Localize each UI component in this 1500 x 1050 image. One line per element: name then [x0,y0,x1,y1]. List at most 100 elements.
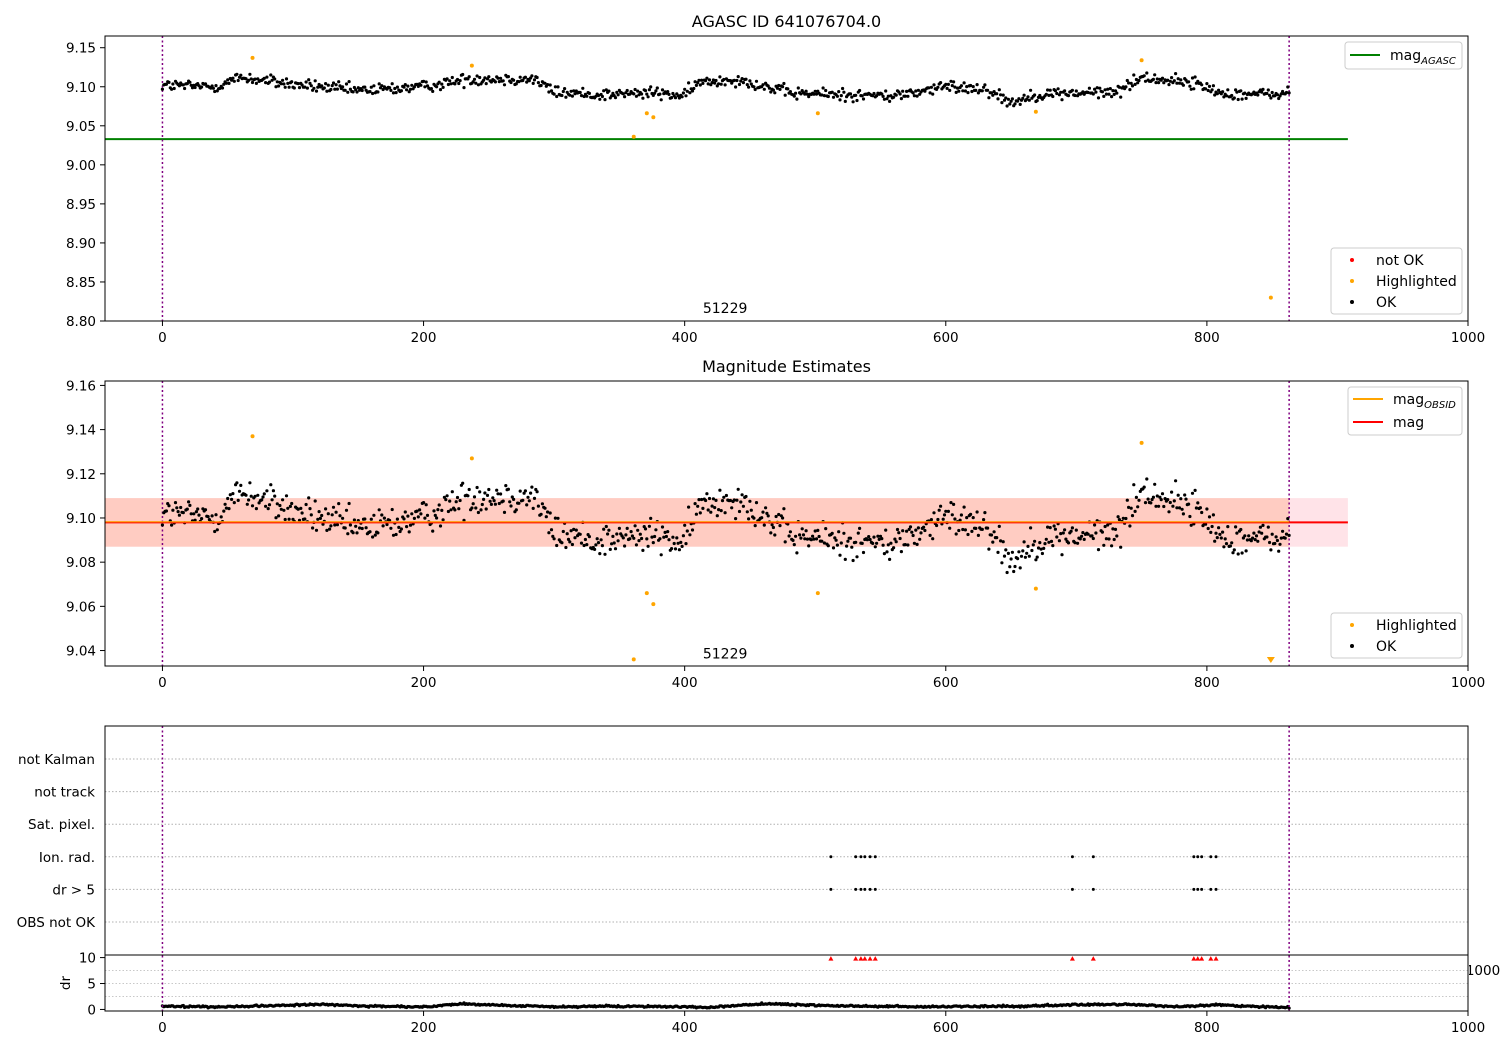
ok-point [603,552,607,556]
ok-point [886,94,890,98]
ok-point [679,540,683,545]
ok-point [540,502,545,506]
ok-point [894,93,898,97]
ok-point [1018,566,1022,570]
ok-point [253,494,257,498]
ok-point [1209,530,1213,535]
ok-point [341,85,345,89]
ok-point [1102,543,1106,547]
ok-point [223,502,227,506]
ok-point [518,489,522,493]
ok-point [640,536,644,541]
ok-point [1235,531,1239,535]
ok-point [606,532,610,536]
ok-point [1033,539,1037,543]
legend-point-label: not OK [1376,253,1424,269]
ok-point [1010,97,1015,101]
ok-point [737,82,742,87]
ok-point [982,518,986,522]
ok-point [403,510,407,514]
ok-point [1021,549,1025,553]
ok-point [893,537,897,541]
ok-point [775,86,780,90]
ok-point [747,517,751,521]
ok-point [1213,539,1217,543]
ok-point [636,89,640,93]
ok-point [811,534,815,538]
ok-point [1244,549,1248,553]
ok-points [160,477,1291,575]
ok-point [634,94,639,98]
ok-point [360,526,364,531]
ok-point [872,535,876,539]
ok-point [160,523,164,527]
ok-point [316,85,320,89]
ok-point [851,100,855,104]
ok-point [352,518,356,522]
ok-point [561,89,565,94]
ok-point [777,83,781,88]
ok-point [329,87,333,92]
ok-point [830,531,834,536]
ok-point [876,534,880,538]
ok-point [824,88,828,93]
ok-point [196,507,200,511]
ok-point [1056,87,1060,91]
ok-point [287,85,291,89]
ok-point [371,535,375,539]
ok-point [803,92,807,96]
ok-point [1040,551,1044,556]
ok-point [283,517,287,522]
ok-point [704,79,708,83]
ok-point [949,501,953,505]
ok-point [838,553,842,557]
ok-point [578,90,582,95]
ok-point [297,86,302,90]
flag-point [829,855,833,859]
x-tick-label: 600 [933,1020,959,1036]
legend-point-swatch [1350,258,1354,262]
ok-point [782,507,786,511]
ok-point [333,523,337,527]
x-tick-label: 400 [672,1020,698,1036]
ok-point [971,85,975,89]
ok-point [616,93,620,97]
ok-point [1042,546,1046,551]
ok-point [1284,90,1289,95]
ok-point [697,78,701,82]
ok-point [549,89,554,93]
ok-point [927,86,931,90]
ok-points [160,71,1291,108]
ok-point [736,487,740,491]
ok-point [1093,523,1097,527]
highlighted-point [250,434,255,439]
ok-point [203,508,208,512]
ok-point [962,505,966,509]
ok-point [457,81,461,86]
ok-point [502,83,507,87]
y-tick-label: 9.05 [66,119,96,135]
ok-point [752,516,756,520]
ok-point [419,512,423,516]
ok-point [882,552,887,556]
ok-point [906,94,910,98]
ok-point [898,92,902,96]
ok-point [1124,85,1128,89]
ok-point [579,541,584,545]
ok-point [660,88,665,92]
ok-point [1256,539,1260,543]
ok-point [320,513,324,518]
ok-point [1184,497,1188,501]
ok-point [1226,88,1230,92]
y-tick-label: 9.08 [66,555,96,571]
ok-point [889,541,893,545]
ok-point [1176,77,1180,81]
ok-point [189,83,193,87]
ok-point [1221,90,1225,94]
ok-point [807,544,811,548]
ok-point [563,87,567,91]
ok-point [837,90,841,94]
ok-point [394,91,398,95]
ok-point [633,524,637,528]
ok-point [717,82,721,86]
